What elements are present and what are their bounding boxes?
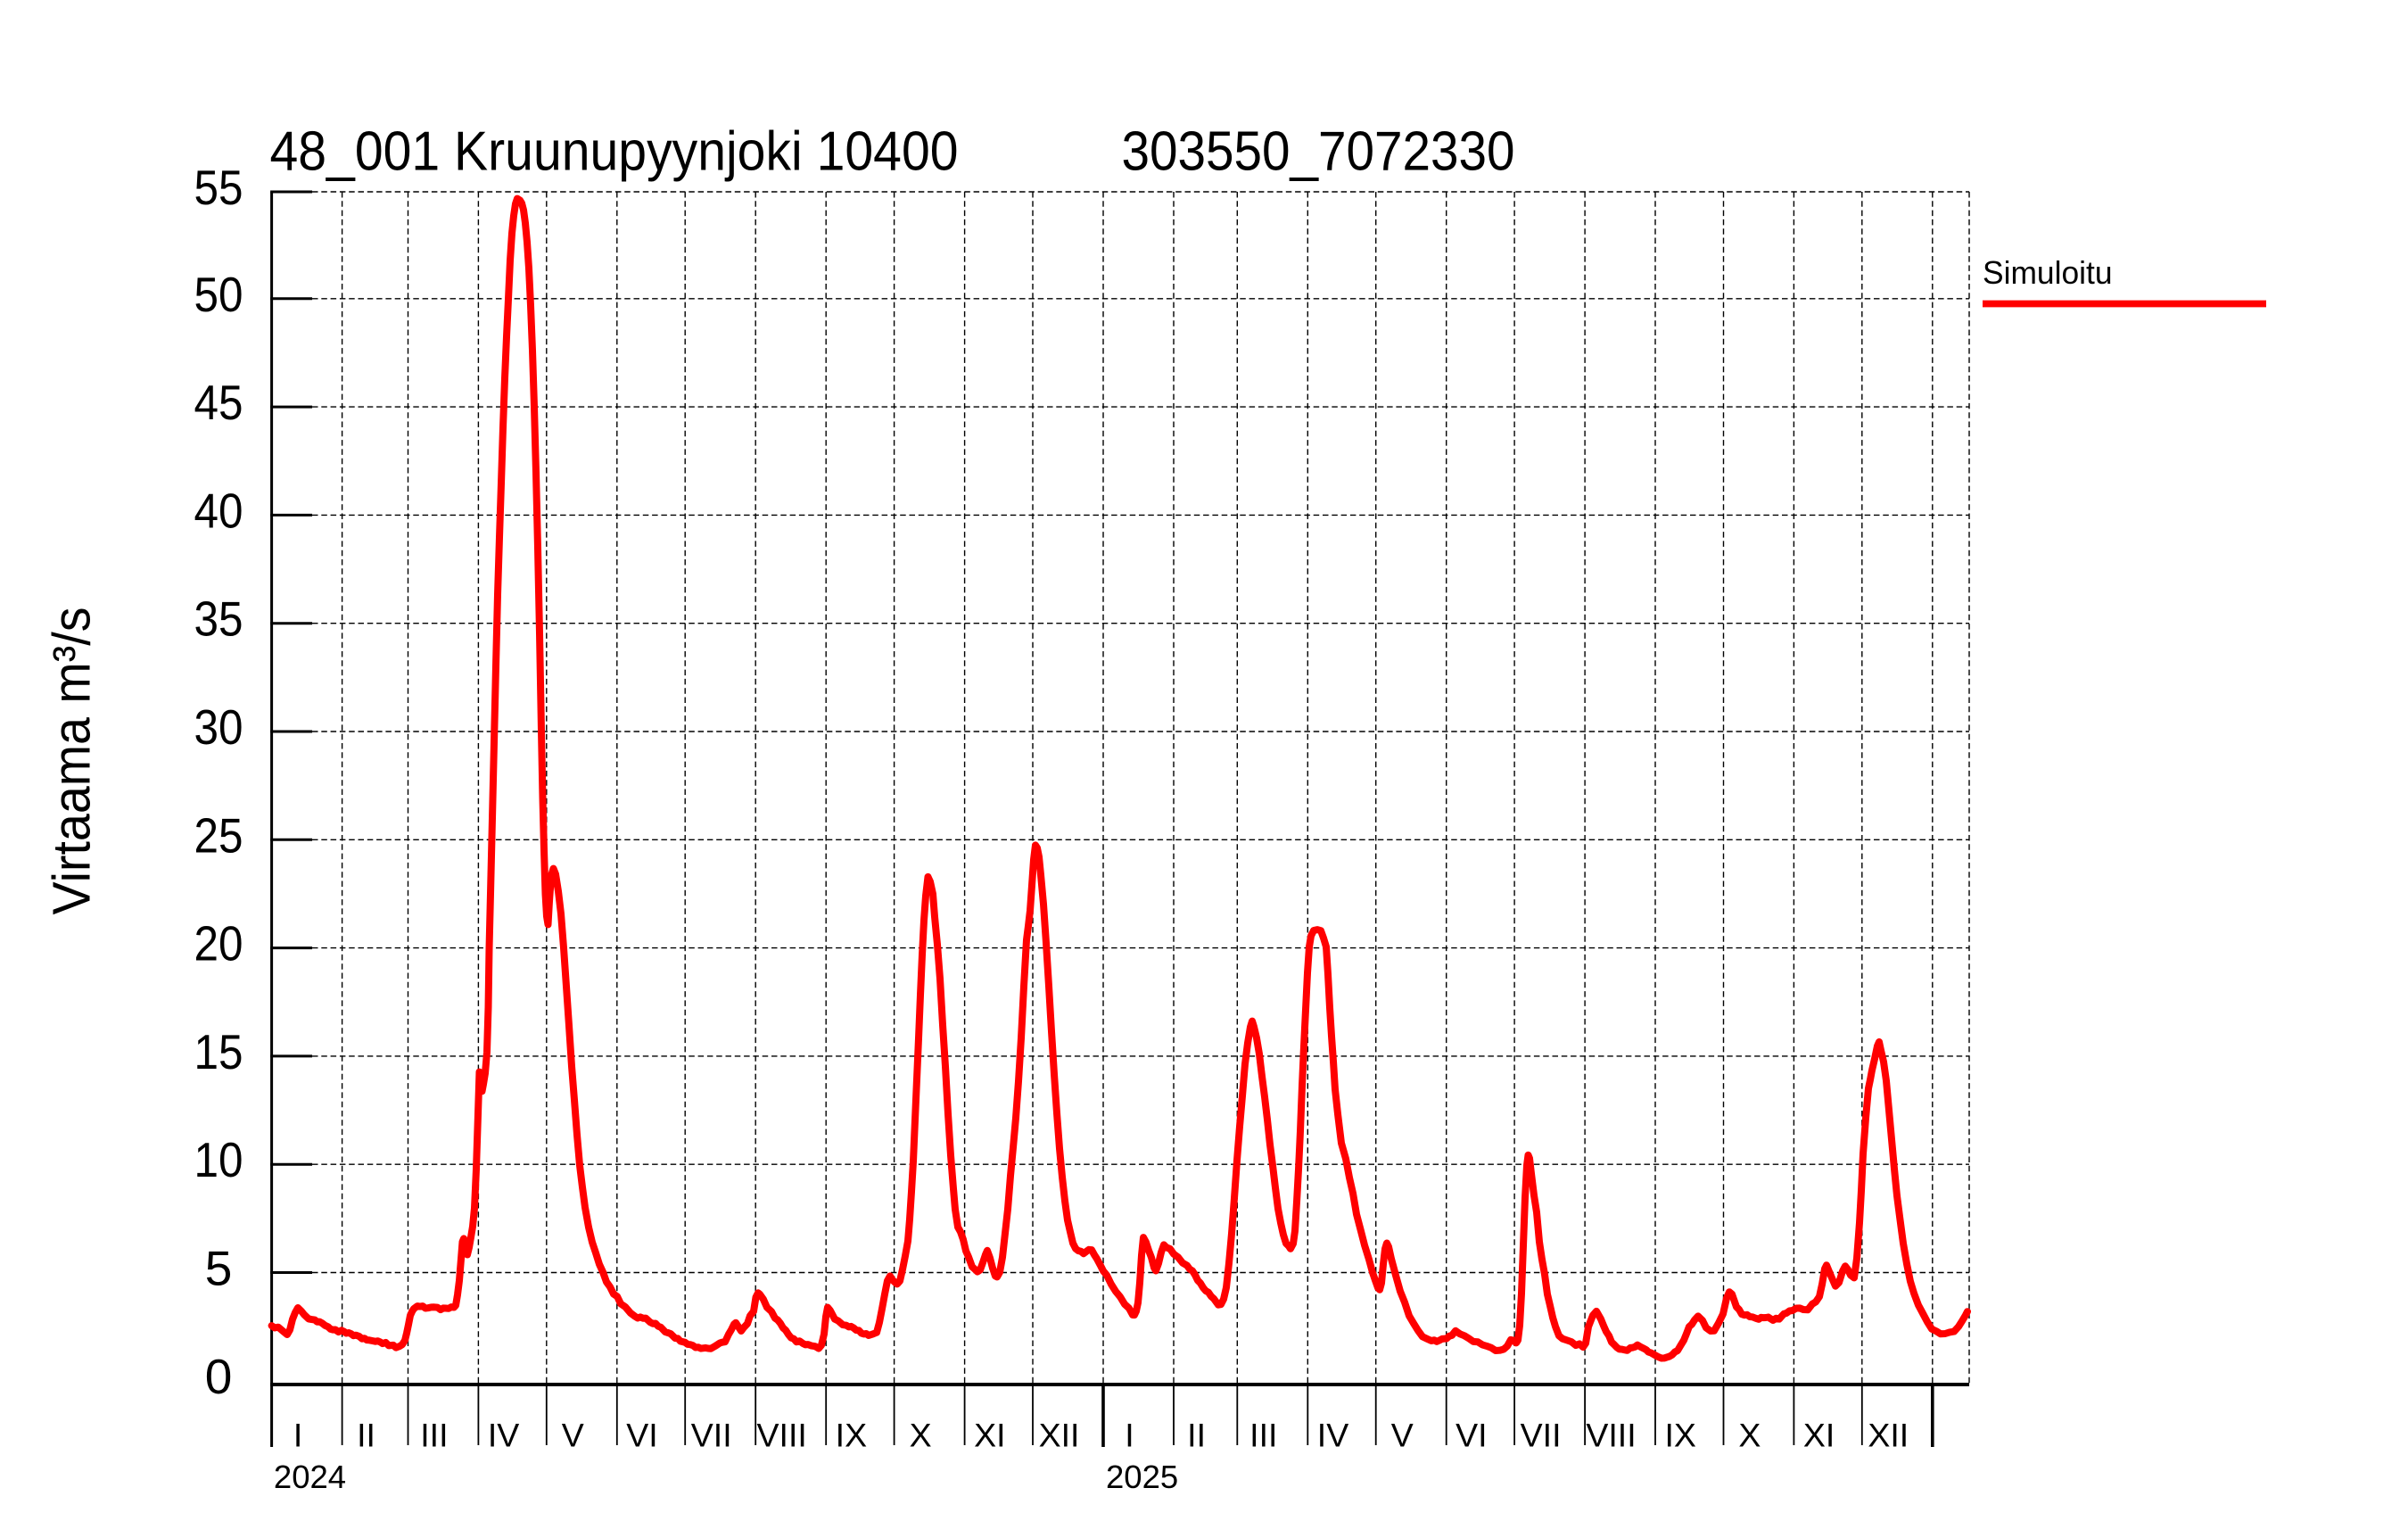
svg-text:II: II: [357, 1417, 375, 1454]
svg-text:Simuloitu: Simuloitu: [1983, 254, 2113, 291]
svg-text:III: III: [420, 1417, 448, 1454]
svg-text:XII: XII: [1039, 1417, 1080, 1454]
svg-text:VII: VII: [1521, 1417, 1562, 1454]
svg-text:5: 5: [205, 1241, 233, 1296]
svg-text:30: 30: [194, 699, 243, 755]
svg-text:2024: 2024: [274, 1459, 346, 1495]
svg-text:40: 40: [194, 483, 243, 538]
svg-text:IV: IV: [1317, 1417, 1348, 1454]
svg-text:303550_7072330: 303550_7072330: [1122, 121, 1515, 183]
svg-text:Virtaama m³/s: Virtaama m³/s: [43, 608, 102, 915]
svg-text:VIII: VIII: [1586, 1417, 1636, 1454]
svg-text:V: V: [1391, 1417, 1414, 1454]
svg-text:I: I: [1125, 1417, 1134, 1454]
svg-text:III: III: [1249, 1417, 1277, 1454]
svg-text:15: 15: [194, 1024, 243, 1079]
svg-text:XI: XI: [1803, 1417, 1835, 1454]
svg-text:25: 25: [194, 807, 243, 863]
svg-text:XII: XII: [1868, 1417, 1909, 1454]
svg-text:VI: VI: [626, 1417, 657, 1454]
svg-text:VIII: VIII: [757, 1417, 807, 1454]
svg-text:45: 45: [194, 375, 243, 430]
svg-text:35: 35: [194, 591, 243, 647]
svg-text:IX: IX: [836, 1417, 867, 1454]
svg-text:10: 10: [194, 1132, 243, 1187]
svg-text:IV: IV: [488, 1417, 519, 1454]
svg-text:X: X: [910, 1417, 932, 1454]
svg-text:VII: VII: [691, 1417, 732, 1454]
svg-text:55: 55: [194, 160, 243, 215]
svg-text:V: V: [562, 1417, 584, 1454]
svg-text:20: 20: [194, 916, 243, 971]
svg-text:0: 0: [205, 1349, 233, 1404]
svg-text:II: II: [1187, 1417, 1206, 1454]
svg-text:I: I: [293, 1417, 302, 1454]
svg-text:X: X: [1738, 1417, 1761, 1454]
svg-text:50: 50: [194, 267, 243, 322]
svg-text:2025: 2025: [1106, 1459, 1178, 1495]
svg-text:XI: XI: [974, 1417, 1005, 1454]
svg-text:IX: IX: [1664, 1417, 1695, 1454]
svg-text:VI: VI: [1456, 1417, 1487, 1454]
svg-text:48_001 Kruunupyynjoki 10400: 48_001 Kruunupyynjoki 10400: [270, 121, 959, 183]
